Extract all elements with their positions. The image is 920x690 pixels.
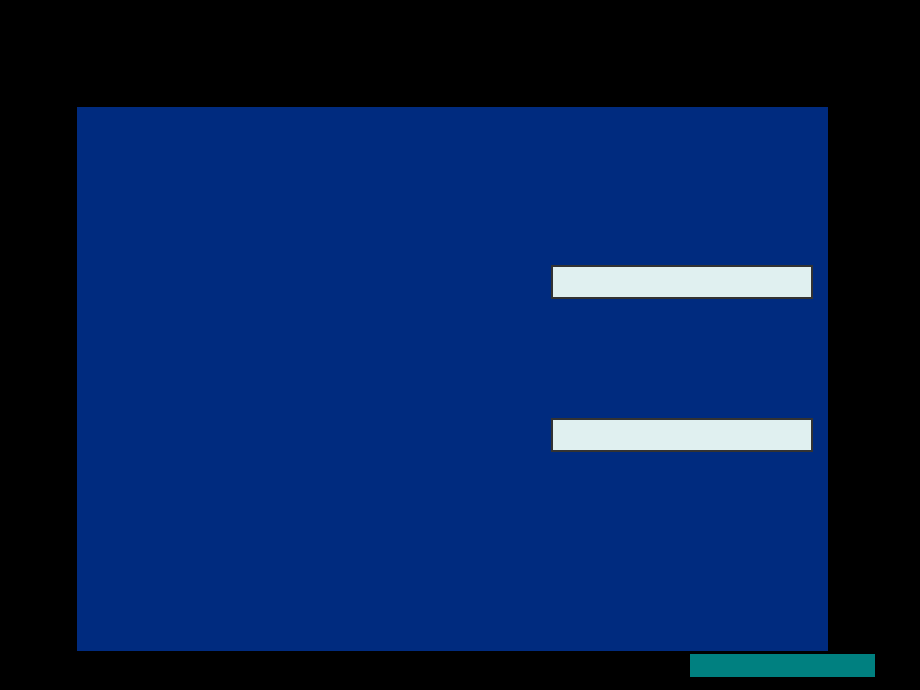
stage: [0, 0, 920, 690]
diagram-svg: [0, 0, 920, 690]
